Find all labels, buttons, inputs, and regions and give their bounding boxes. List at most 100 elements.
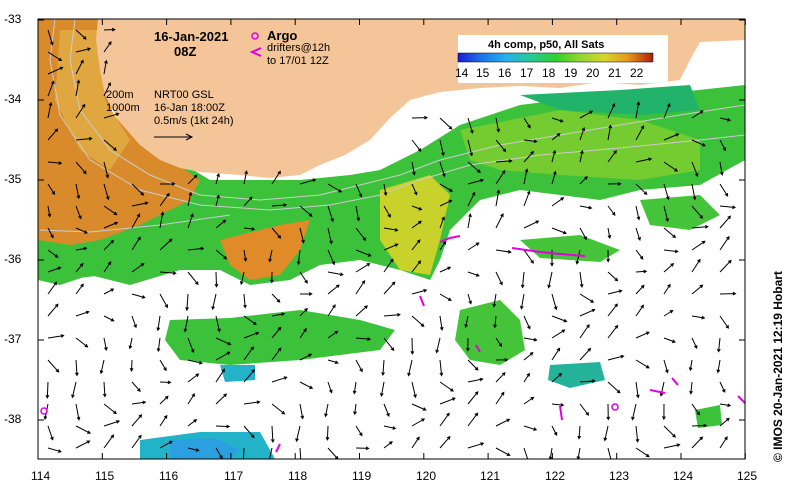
current-arrow (103, 420, 121, 427)
current-arrow (129, 359, 134, 372)
current-arrow (75, 246, 88, 251)
current-arrow (327, 205, 334, 223)
current-arrow (691, 139, 706, 147)
current-arrow (719, 381, 726, 393)
current-arrow (467, 271, 480, 277)
current-arrow (523, 315, 531, 330)
current-arrow (635, 284, 645, 295)
current-arrow (435, 337, 441, 354)
current-arrow (131, 414, 143, 427)
current-arrow (187, 271, 199, 286)
current-arrow (271, 312, 286, 317)
current-arrow (663, 443, 681, 449)
colorbar-tick: 21 (608, 66, 622, 80)
current-arrow (579, 176, 588, 185)
current-arrow (131, 213, 141, 229)
current-arrow (495, 189, 501, 207)
current-arrow (635, 425, 640, 443)
current-arrow (495, 447, 511, 456)
current-arrow (243, 227, 256, 231)
current-arrow (215, 351, 231, 361)
current-arrow (495, 159, 513, 163)
current-arrow (523, 168, 529, 185)
current-arrow (295, 425, 301, 443)
current-arrow (327, 330, 339, 339)
current-arrow (299, 327, 307, 339)
current-arrow (663, 262, 675, 273)
current-arrow (75, 136, 93, 141)
current-arrow (495, 117, 501, 133)
current-arrow (47, 334, 65, 339)
current-arrow (495, 337, 503, 348)
current-arrow (75, 262, 84, 273)
current-arrow (187, 246, 205, 251)
current-arrow (383, 403, 390, 417)
current-arrow (492, 293, 497, 308)
current-arrow (131, 262, 145, 273)
current-arrow (103, 183, 110, 201)
current-arrow (467, 117, 474, 134)
current-arrow (495, 391, 505, 405)
current-arrow (103, 221, 119, 229)
current-arrow (495, 271, 503, 286)
current-arrow (299, 381, 314, 389)
current-arrow (380, 381, 385, 397)
current-arrow (243, 315, 257, 326)
current-arrow (355, 249, 372, 257)
current-arrow (691, 403, 701, 416)
colorbar: 4h comp, p50, All Sats 14 15 16 17 18 19… (455, 35, 668, 83)
current-arrow (383, 441, 393, 449)
current-arrow (691, 224, 709, 229)
current-arrow (383, 425, 397, 430)
current-arrow (103, 261, 112, 273)
current-arrow (243, 400, 261, 405)
lat-axis: -33 -34 -35 -36 -37 -38 (4, 12, 22, 426)
current-arrow (631, 403, 637, 421)
current-arrow (75, 310, 90, 317)
current-arrow (719, 403, 732, 408)
current-arrow (103, 315, 115, 322)
colorbar-tick: 15 (476, 66, 490, 80)
current-arrow (103, 112, 120, 119)
current-arrow (271, 227, 282, 239)
current-arrow (663, 337, 676, 343)
current-arrow (268, 249, 273, 263)
current-arrow (548, 447, 553, 459)
current-arrow (271, 347, 282, 361)
current-arrow (215, 368, 225, 383)
current-arrow (663, 425, 676, 438)
current-arrow (299, 271, 308, 284)
current-arrow (719, 259, 732, 273)
current-arrow (103, 139, 118, 151)
current-arrow (579, 149, 584, 163)
current-arrow (215, 219, 227, 229)
current-arrow (411, 139, 422, 152)
current-arrow (495, 169, 506, 185)
current-arrow (719, 235, 730, 251)
current-arrow (663, 227, 677, 239)
current-arrow (579, 324, 590, 339)
lon-tick: 125 (737, 469, 757, 483)
current-arrow (411, 288, 428, 295)
current-arrow (352, 381, 357, 395)
current-arrow (520, 293, 525, 310)
current-arrow (663, 103, 671, 119)
current-arrow (187, 337, 195, 354)
current-arrow (299, 292, 313, 296)
current-arrow (607, 381, 621, 394)
current-arrow (719, 117, 732, 122)
current-arrow (493, 315, 497, 329)
current-arrow (271, 203, 288, 207)
current-arrow (327, 284, 340, 295)
current-arrow (187, 213, 194, 229)
current-arrow (719, 139, 726, 152)
current-arrow (215, 249, 228, 260)
current-arrow (467, 213, 472, 229)
current-arrow (439, 435, 451, 449)
current-arrow (159, 238, 173, 251)
current-arrow (635, 331, 650, 339)
current-arrow (355, 183, 363, 198)
current-arrow (719, 183, 729, 197)
current-arrow (659, 381, 665, 397)
current-arrow (635, 249, 644, 260)
